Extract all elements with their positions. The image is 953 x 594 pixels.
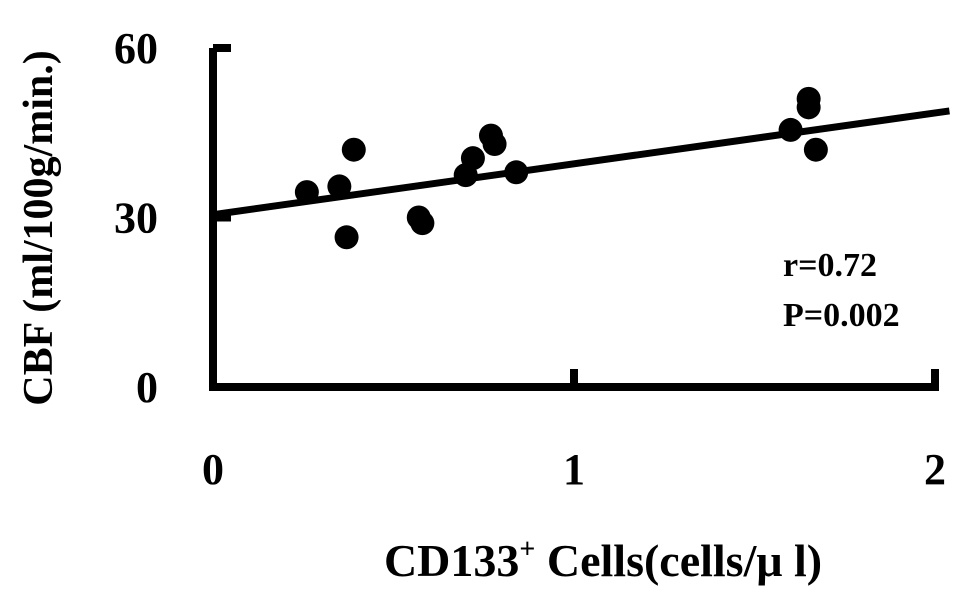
- data-point: [334, 225, 359, 250]
- x-axis-label-sup: +: [519, 534, 535, 565]
- y-tick-label: 30: [114, 194, 158, 243]
- data-point: [410, 211, 435, 236]
- y-tick-label: 0: [136, 363, 158, 412]
- x-axis-label-rest: Cells(cells/μ l): [535, 535, 822, 586]
- x-axis-label: CD133+ Cells(cells/μ l): [384, 534, 822, 586]
- data-point: [482, 132, 507, 157]
- tick-labels: 0 30 60 0 1 2: [114, 24, 946, 494]
- data-point: [327, 174, 352, 199]
- annotation-r: r=0.72: [783, 247, 877, 284]
- regression-line: [212, 107, 950, 219]
- data-point: [460, 146, 485, 171]
- x-tick-label: 2: [924, 445, 946, 494]
- data-point: [803, 137, 828, 162]
- x-axis-label-main: CD133: [384, 535, 519, 586]
- axes: [209, 44, 939, 391]
- y-tick-label: 60: [114, 24, 158, 73]
- annotation-p: P=0.002: [783, 297, 900, 334]
- x-tick-label: 1: [563, 445, 585, 494]
- x-tick-label: 0: [202, 445, 224, 494]
- regression-line-group: [212, 107, 950, 219]
- y-axis-label: CBF (ml/100g/min.): [16, 50, 62, 405]
- data-point: [796, 95, 821, 120]
- data-point: [341, 137, 366, 162]
